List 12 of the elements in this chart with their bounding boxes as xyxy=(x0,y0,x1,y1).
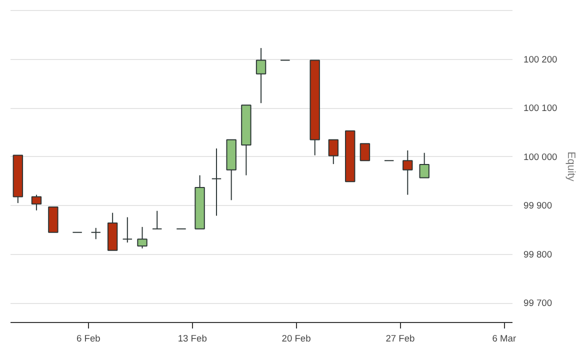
y2-axis-title: Equity xyxy=(565,152,578,182)
y-tick-label: 100 100 xyxy=(524,103,558,113)
x-tick-label: 6 Feb xyxy=(76,334,100,344)
y-tick-label: 100 000 xyxy=(524,152,558,162)
y-tick-label: 99 700 xyxy=(524,298,552,308)
x-tick-label: 27 Feb xyxy=(386,334,415,344)
x-tick-label: 6 Mar xyxy=(492,334,516,344)
y-tick-label: 100 200 xyxy=(524,54,558,64)
x-tick-label: 20 Feb xyxy=(282,334,311,344)
x-tick-label: 13 Feb xyxy=(178,334,207,344)
y-tick-label: 99 800 xyxy=(524,249,552,260)
y-tick-label: 99 900 xyxy=(524,200,552,210)
